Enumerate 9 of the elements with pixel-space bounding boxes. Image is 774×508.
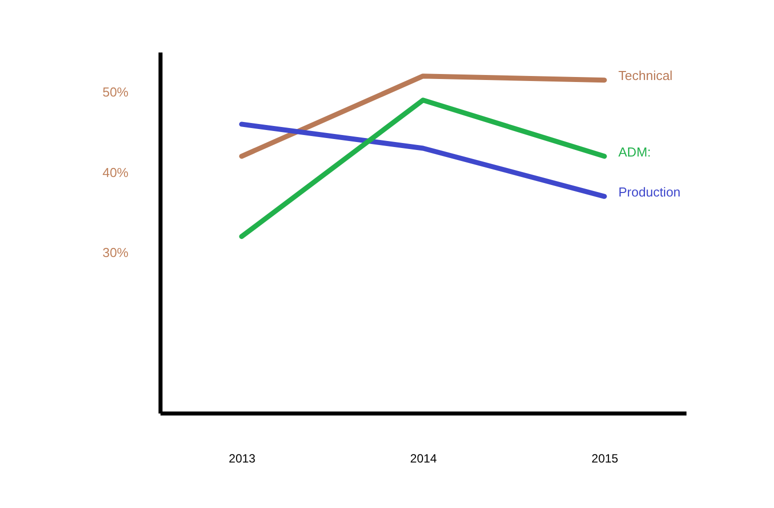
x-tick-label: 2015 — [592, 452, 619, 466]
y-tick-label: 40% — [102, 164, 129, 180]
x-tick-label: 2014 — [410, 452, 438, 466]
series-label: ADM: — [618, 144, 651, 160]
y-tick-label: 50% — [102, 84, 129, 100]
y-tick-label: 30% — [102, 245, 129, 260]
x-tick-label: 2013 — [228, 452, 256, 466]
series-label: Technical — [618, 68, 673, 84]
series-label: Production — [618, 184, 681, 200]
